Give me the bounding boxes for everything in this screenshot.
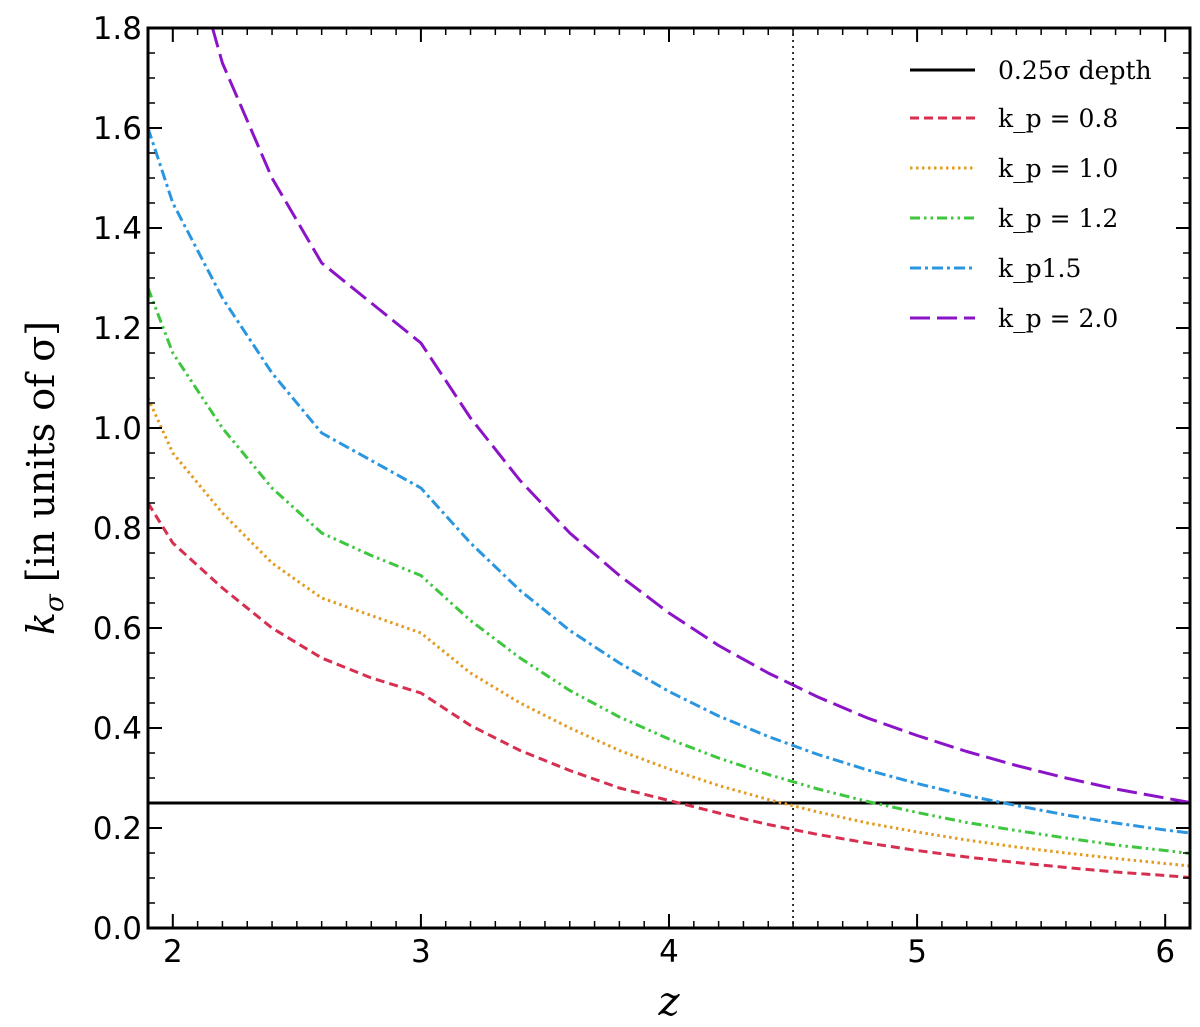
plot-frame — [146, 26, 1192, 930]
y-tick-label: 1.0 — [93, 411, 142, 447]
tick-labels-layer: 2 3 4 5 6 0.0 0.2 0.4 0.6 0.8 1.0 1.2 1.4 1.6 1.8 — [93, 11, 1175, 970]
y-axis-label-subscript: σ — [40, 593, 70, 612]
x-axis-label: z — [657, 979, 680, 1025]
x-tick-label: 5 — [907, 934, 927, 970]
y-tick-label: 1.6 — [93, 111, 142, 147]
y-tick-label: 0.8 — [93, 511, 142, 547]
legend-label-kp12: k_p = 1.2 — [998, 204, 1118, 233]
series-line-5 — [211, 28, 1190, 804]
y-tick-label: 1.4 — [93, 211, 142, 247]
series-line-2 — [148, 397, 1190, 868]
legend-label-kp10: k_p = 1.0 — [998, 154, 1118, 183]
y-tick-label: 1.8 — [93, 11, 142, 47]
x-tick-label: 3 — [411, 934, 431, 970]
y-tick-label: 1.2 — [93, 311, 142, 347]
legend-label-kp15: k_p1.5 — [998, 254, 1081, 283]
y-axis-label-units: [in units of σ] — [19, 321, 63, 594]
y-tick-label: 0.0 — [93, 911, 142, 947]
y-tick-label: 0.4 — [93, 711, 142, 747]
legend-label-kp08: k_p = 0.8 — [998, 104, 1118, 133]
legend: 0.25σ depth k_p = 0.8 k_p = 1.0 k_p = 1.… — [910, 56, 1152, 333]
y-tick-label: 0.2 — [93, 811, 142, 847]
y-axis-label-symbol: k — [19, 612, 63, 635]
series-line-1 — [148, 502, 1190, 879]
x-tick-label: 6 — [1155, 934, 1175, 970]
y-axis-label: kσ [in units of σ] — [19, 321, 70, 635]
series-line-4 — [148, 127, 1190, 835]
series-line-3 — [148, 287, 1190, 855]
x-tick-label: 2 — [163, 934, 183, 970]
series-layer — [148, 28, 1190, 879]
legend-label-kp20: k_p = 2.0 — [998, 304, 1118, 333]
y-tick-label: 0.6 — [93, 611, 142, 647]
x-tick-label: 4 — [659, 934, 679, 970]
plot-area — [148, 28, 1190, 928]
legend-label-depth: 0.25σ depth — [998, 56, 1152, 85]
